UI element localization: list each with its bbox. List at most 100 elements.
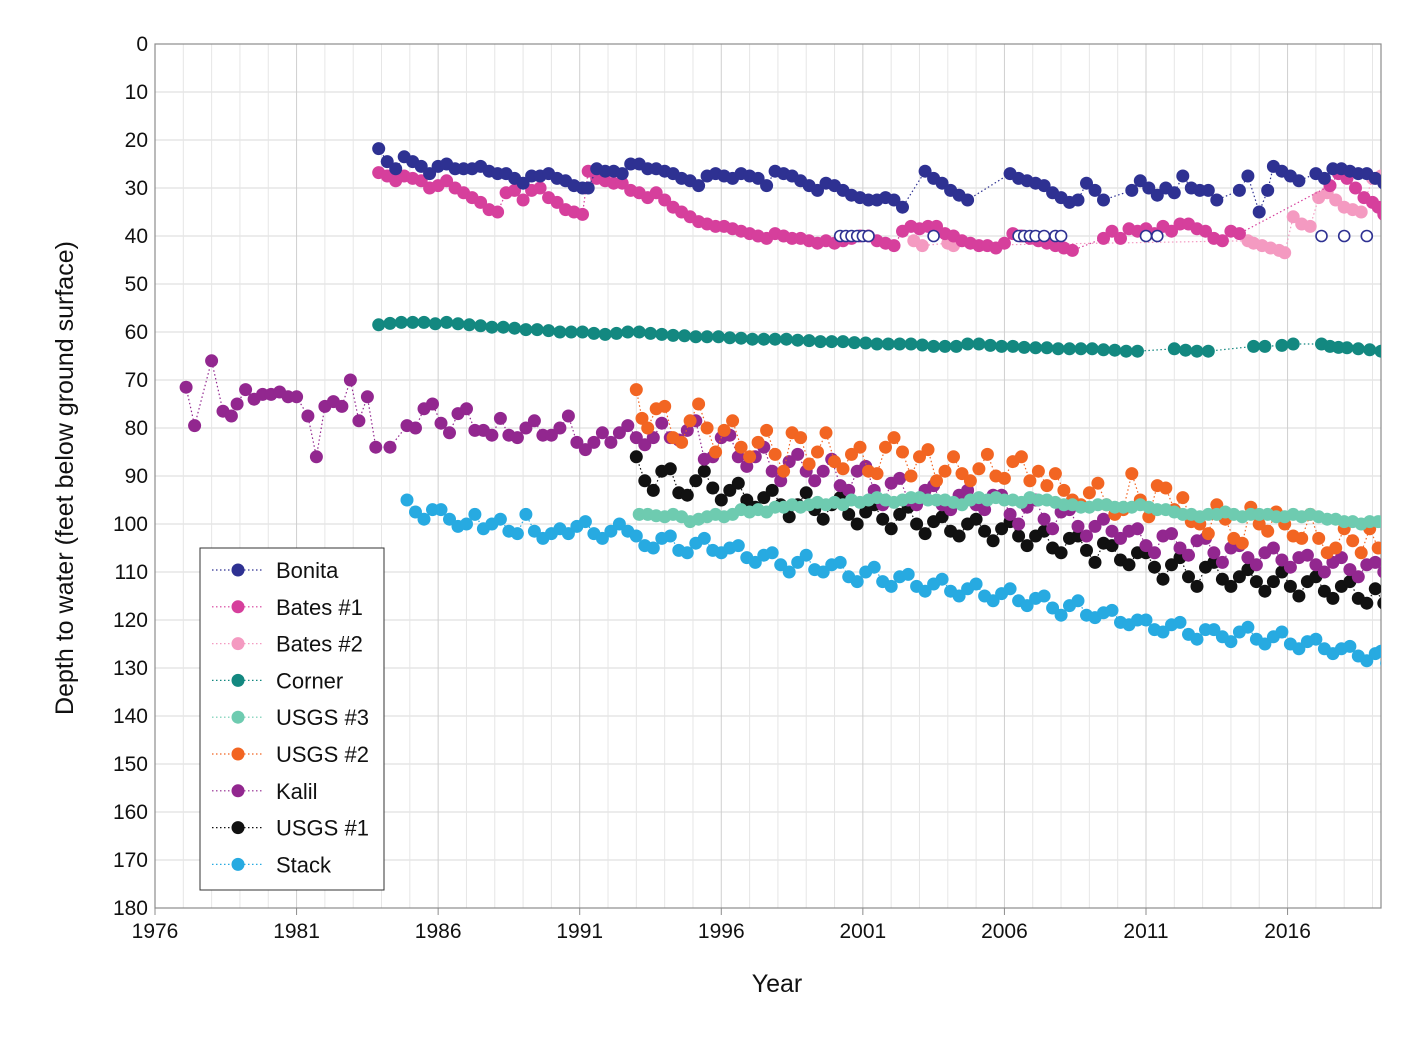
data-point-stack	[527, 524, 541, 538]
data-point-bonita-open-markers	[1360, 229, 1374, 243]
series-corner	[372, 315, 1381, 358]
data-point-stack	[969, 577, 983, 591]
data-point-kalil	[383, 440, 397, 454]
data-point-usgs-1	[910, 517, 924, 531]
data-point-corner	[1167, 342, 1181, 356]
data-point-usgs-2	[794, 431, 808, 445]
data-point-usgs-2	[658, 399, 672, 413]
data-point-kalil	[587, 435, 601, 449]
data-point-corner	[915, 338, 929, 352]
data-point-kalil	[765, 464, 779, 478]
data-point-usgs-2	[675, 435, 689, 449]
data-point-kalil	[1071, 519, 1085, 533]
data-point-stack	[663, 529, 677, 543]
legend-marker-bonita	[231, 563, 245, 577]
data-point-usgs-2	[921, 443, 935, 457]
data-point-corner	[1363, 343, 1377, 357]
data-point-bates-1	[1114, 231, 1127, 245]
data-point-usgs-1	[884, 522, 898, 536]
data-point-stack	[493, 512, 507, 526]
y-tick-label: 60	[125, 321, 148, 344]
data-point-usgs-2	[1201, 527, 1215, 541]
y-tick-label: 130	[113, 657, 148, 680]
data-point-usgs-2	[1354, 546, 1368, 560]
data-point-bates-1	[516, 193, 530, 207]
data-point-bonita	[1317, 171, 1331, 185]
data-point-usgs-1	[723, 483, 737, 497]
data-point-kalil	[1114, 531, 1127, 545]
data-point-kalil	[621, 419, 635, 433]
y-tick-label: 40	[125, 225, 148, 248]
data-point-kalil	[1317, 565, 1331, 579]
data-point-corner	[1085, 342, 1099, 356]
data-point-stack	[443, 512, 456, 526]
data-point-usgs-1	[782, 510, 796, 524]
data-point-stack	[417, 512, 431, 526]
x-tick-label: 2016	[1264, 920, 1311, 943]
data-point-bonita	[1201, 183, 1215, 197]
y-tick-label: 180	[113, 897, 148, 920]
data-point-usgs-2	[947, 450, 960, 464]
data-point-corner	[972, 337, 986, 351]
data-point-usgs-3	[1371, 515, 1381, 529]
data-point-bates-1	[550, 195, 564, 209]
data-point-kalil	[230, 397, 244, 411]
legend-marker-usgs-3	[231, 710, 245, 724]
legend-label-bates-2: Bates #2	[276, 632, 363, 657]
data-point-usgs-1	[952, 529, 966, 543]
data-point-kalil	[570, 435, 584, 449]
data-point-bonita	[1071, 193, 1085, 207]
data-point-bonita-open-markers	[1037, 229, 1051, 243]
data-point-corner	[1258, 339, 1272, 353]
data-point-usgs-1	[646, 483, 660, 497]
data-point-bonita	[961, 193, 975, 207]
data-point-kalil	[578, 443, 592, 457]
data-point-stack	[519, 507, 533, 521]
data-point-bates-1	[997, 236, 1011, 250]
data-point-usgs-1	[731, 476, 745, 490]
data-point-kalil	[239, 383, 253, 397]
legend-marker-usgs-1	[231, 821, 245, 835]
data-point-kalil	[655, 416, 669, 430]
data-point-bonita-open-markers	[862, 229, 875, 243]
data-point-corner	[632, 325, 646, 339]
data-point-stack	[816, 565, 830, 579]
y-tick-label: 50	[125, 273, 148, 296]
x-axis-title: Year	[752, 970, 803, 998]
data-point-stack	[1275, 625, 1289, 639]
data-point-bates-1	[576, 207, 589, 221]
data-point-kalil	[1088, 519, 1102, 533]
data-point-corner	[825, 335, 839, 349]
data-point-corner	[734, 331, 748, 345]
data-point-stack	[1071, 594, 1085, 608]
data-point-kalil	[561, 409, 575, 423]
data-point-usgs-1	[1190, 579, 1204, 593]
series-stack	[400, 493, 1381, 668]
data-point-stack	[510, 527, 524, 541]
x-tick-label: 2001	[839, 920, 886, 943]
data-point-kalil	[1215, 555, 1229, 569]
data-point-stack	[986, 594, 1000, 608]
data-point-stack	[1207, 623, 1221, 637]
data-point-usgs-2	[1346, 534, 1360, 548]
data-point-bonita	[1252, 205, 1266, 219]
data-point-kalil	[309, 450, 323, 464]
data-point-usgs-2	[1057, 483, 1071, 497]
y-tick-label: 150	[113, 753, 148, 776]
data-point-kalil	[791, 447, 805, 461]
data-point-stack	[935, 572, 949, 586]
data-point-kalil	[1283, 560, 1297, 574]
data-point-kalil	[1131, 522, 1144, 536]
y-tick-label: 70	[125, 369, 148, 392]
data-point-usgs-1	[816, 512, 830, 526]
data-point-bonita	[1097, 193, 1110, 207]
data-point-usgs-1	[935, 510, 949, 524]
data-point-corner	[1190, 344, 1204, 358]
data-point-usgs-1	[706, 481, 720, 495]
data-point-bonita	[896, 200, 909, 214]
data-point-usgs-2	[1371, 541, 1381, 555]
data-point-bonita	[760, 179, 774, 193]
data-point-kalil	[553, 421, 567, 435]
data-point-stack	[1343, 639, 1357, 653]
legend-marker-kalil	[231, 784, 245, 798]
